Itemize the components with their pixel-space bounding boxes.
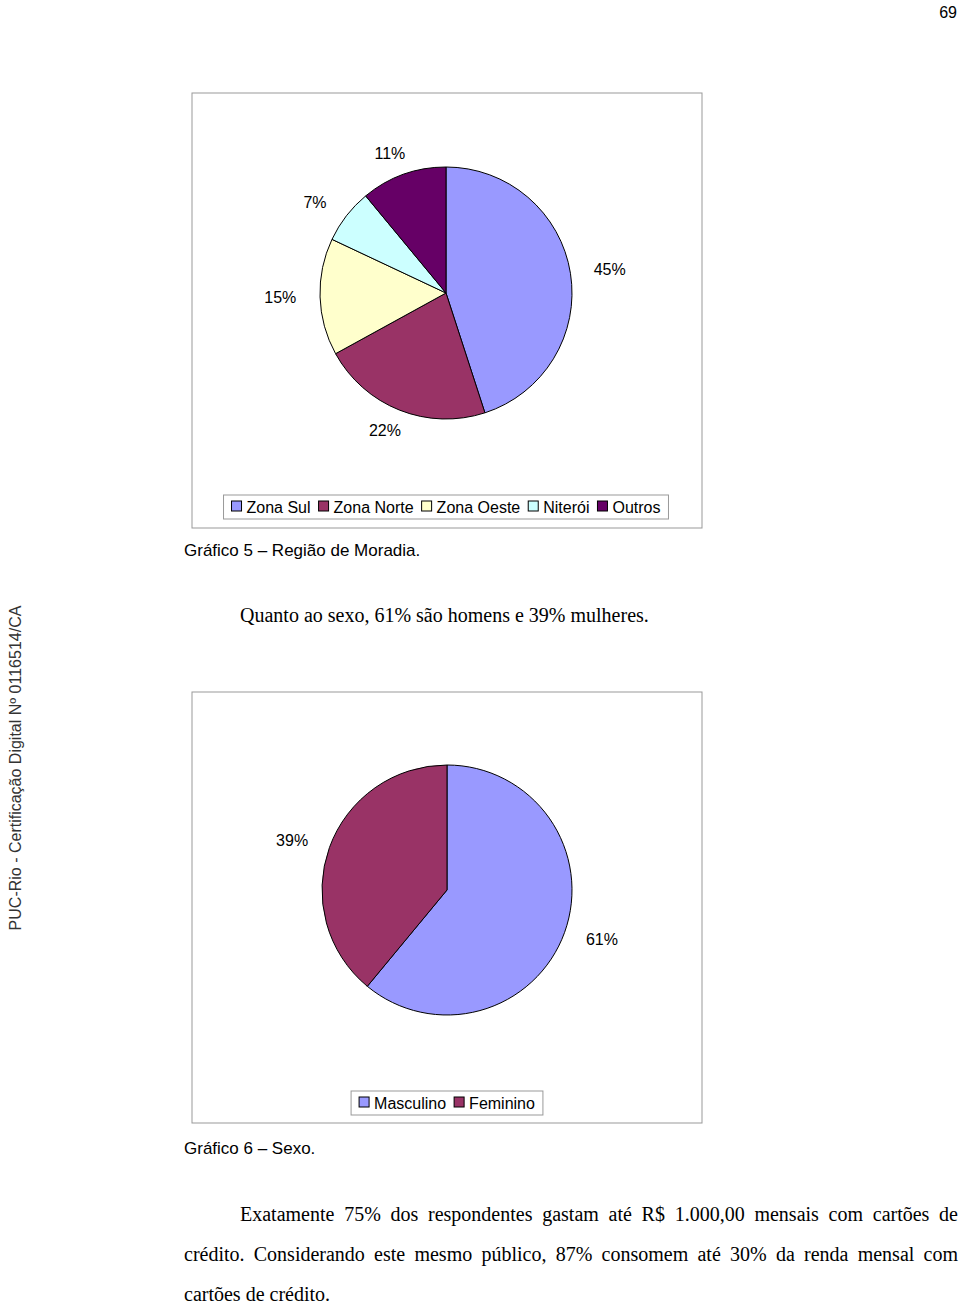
figure-caption: Gráfico 5 – Região de Moradia. bbox=[184, 541, 420, 560]
legend-swatch bbox=[319, 501, 329, 511]
pie-chart: 45% 22% 15% 7% 11% Zona Sul Zona Norte Zona Oes… bbox=[192, 93, 702, 528]
chart-frame bbox=[192, 93, 702, 528]
data-label: 45% bbox=[594, 261, 626, 278]
slices bbox=[320, 167, 572, 419]
legend-label: Masculino bbox=[374, 1095, 446, 1112]
legend-box bbox=[224, 495, 669, 519]
legend-item: Feminino bbox=[454, 1095, 535, 1112]
page-number: 69 bbox=[939, 4, 957, 21]
page-canvas: 69 PUC-Rio - Certificação Digital Nº 0116… bbox=[0, 0, 960, 1307]
data-label: 22% bbox=[369, 422, 401, 439]
legend-swatch bbox=[232, 501, 242, 511]
data-label: 7% bbox=[303, 194, 326, 211]
legend: Zona Sul Zona Norte Zona Oeste Niterói Outro… bbox=[224, 495, 669, 519]
side-note: PUC-Rio - Certificação Digital Nº 011651… bbox=[7, 605, 24, 930]
legend-label: Zona Oeste bbox=[437, 499, 521, 516]
pie-slice bbox=[322, 765, 447, 986]
data-labels: 61% 39% bbox=[276, 832, 618, 949]
data-labels: 45% 22% 15% 7% 11% bbox=[264, 145, 625, 439]
legend-swatch bbox=[454, 1097, 464, 1107]
figure-caption: Gráfico 6 – Sexo. bbox=[184, 1139, 315, 1158]
data-label: 61% bbox=[586, 931, 618, 948]
legend-item: Zona Norte bbox=[319, 499, 414, 516]
pie-slice bbox=[366, 167, 446, 293]
legend-box bbox=[351, 1091, 543, 1115]
legend-label: Zona Norte bbox=[334, 499, 414, 516]
legend-label: Feminino bbox=[469, 1095, 535, 1112]
data-label: 11% bbox=[374, 145, 405, 162]
legend-item: Zona Oeste bbox=[422, 499, 521, 516]
legend-label: Zona Sul bbox=[247, 499, 311, 516]
legend-item: Zona Sul bbox=[232, 499, 311, 516]
legend-swatch bbox=[597, 501, 607, 511]
legend-item: Niterói bbox=[528, 499, 589, 516]
legend: Masculino Feminino bbox=[351, 1091, 543, 1115]
legend-swatch bbox=[422, 501, 432, 511]
legend-label: Niterói bbox=[543, 499, 589, 516]
paragraph: Quanto ao sexo, 61% são homens e 39% mul… bbox=[184, 595, 958, 635]
legend-item: Outros bbox=[597, 499, 660, 516]
slices bbox=[322, 765, 572, 1015]
pie-chart: 61% 39% Masculino Feminino bbox=[192, 692, 702, 1123]
legend-swatch bbox=[359, 1097, 369, 1107]
legend-item: Masculino bbox=[359, 1095, 446, 1112]
legend-label: Outros bbox=[612, 499, 660, 516]
legend-swatch bbox=[528, 501, 538, 511]
chart-frame bbox=[192, 692, 702, 1123]
data-label: 39% bbox=[276, 832, 308, 849]
paragraph: Exatamente 75% dos respondentes gastam a… bbox=[184, 1194, 958, 1307]
data-label: 15% bbox=[264, 289, 296, 306]
